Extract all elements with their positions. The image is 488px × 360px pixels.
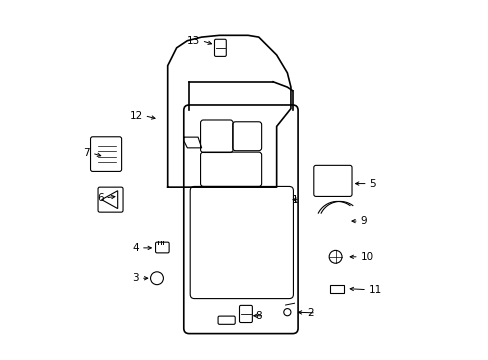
Text: 11: 11 bbox=[368, 285, 381, 295]
Text: 9: 9 bbox=[360, 216, 366, 226]
Text: 5: 5 bbox=[369, 179, 375, 189]
Text: 6: 6 bbox=[97, 193, 103, 203]
Text: 1: 1 bbox=[291, 195, 298, 204]
Text: 8: 8 bbox=[255, 311, 262, 321]
Text: 13: 13 bbox=[186, 36, 200, 46]
Bar bbox=[329, 285, 343, 293]
Text: 3: 3 bbox=[132, 273, 139, 283]
Text: 7: 7 bbox=[83, 148, 90, 158]
Text: 12: 12 bbox=[129, 111, 142, 121]
Text: 4: 4 bbox=[132, 243, 139, 253]
Text: 10: 10 bbox=[360, 252, 373, 262]
Text: 2: 2 bbox=[307, 308, 313, 318]
